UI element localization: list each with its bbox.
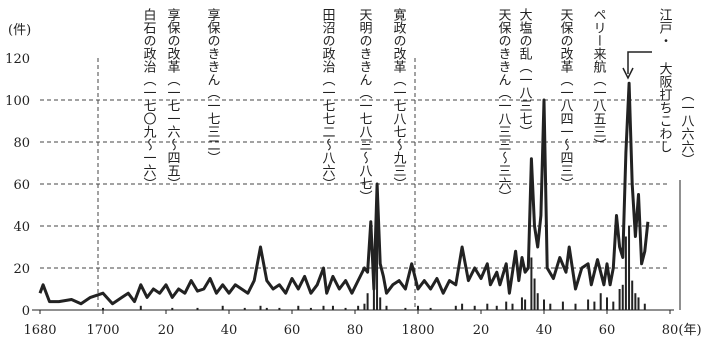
annotation: 大阪打ちこわし <box>657 62 673 153</box>
annotation: 天保の改革（一八四一〜四三） <box>558 8 574 190</box>
bar <box>309 307 312 310</box>
bar <box>606 297 608 310</box>
annotation: 天明のききん（一七八三〜八七） <box>357 8 373 203</box>
bar <box>495 305 498 310</box>
bar <box>461 303 464 310</box>
x-tick-label: 40 <box>536 323 553 338</box>
y-tick-label: 60 <box>13 178 30 193</box>
bar <box>454 305 457 310</box>
y-tick-label: 40 <box>13 220 30 235</box>
bar <box>628 226 631 310</box>
x-tick-label: 80 <box>347 323 364 338</box>
annotation: （一八六六） <box>679 88 695 166</box>
bar <box>520 297 523 310</box>
annotation: 田沼の政治（一七七二〜八六） <box>320 8 336 190</box>
x-unit: (年) <box>678 323 701 338</box>
annotation: 白石の政治（一七〇九〜一六） <box>141 7 157 190</box>
bar <box>429 307 432 310</box>
bar <box>171 307 174 310</box>
bar <box>417 305 419 310</box>
bar <box>587 299 590 310</box>
bar <box>196 307 199 310</box>
arrow-head <box>622 67 634 80</box>
bar <box>530 257 533 310</box>
bar <box>259 305 262 310</box>
bar <box>473 305 476 310</box>
bar <box>543 299 545 310</box>
line <box>38 81 650 306</box>
bar <box>102 307 104 310</box>
annotation: 江戸・ <box>657 8 673 47</box>
bar <box>621 284 624 310</box>
bar <box>536 293 539 310</box>
bar <box>505 301 508 310</box>
annotation: 享保のききん（一七三二） <box>205 7 221 164</box>
bar <box>612 301 615 310</box>
bar <box>624 236 627 310</box>
bar <box>404 307 407 310</box>
x-tick-label: 1700 <box>86 323 119 338</box>
bar <box>385 305 388 310</box>
bar <box>637 297 640 310</box>
bar <box>278 307 281 310</box>
bar <box>331 305 334 310</box>
bar <box>379 297 382 310</box>
y-tick-label: 100 <box>5 94 30 109</box>
bar <box>618 289 621 310</box>
x-tick-label: 40 <box>221 323 238 338</box>
bar <box>265 307 268 310</box>
y-tick-label: 120 <box>5 52 30 67</box>
bar <box>221 305 224 310</box>
bar <box>549 303 552 310</box>
annotation: 寛政の改革（一七八七〜九三） <box>391 7 407 190</box>
annotation: ペリー来航（一八五三） <box>591 8 607 151</box>
y-tick-label: 80 <box>13 136 30 151</box>
x-tick-label: 1680 <box>23 323 56 338</box>
bar <box>643 303 646 310</box>
bar <box>486 303 489 310</box>
x-tick-label: 60 <box>284 323 301 338</box>
bar <box>533 278 536 310</box>
bar <box>511 303 514 310</box>
bar <box>243 307 246 310</box>
annotation: 大塩の乱（一八三七） <box>517 8 533 138</box>
arrow <box>627 51 652 74</box>
bar <box>139 305 142 310</box>
x-tick-label: 20 <box>158 323 175 338</box>
bar <box>574 303 577 310</box>
bar <box>631 280 634 310</box>
bar <box>372 278 375 310</box>
x-tick-label: 80 <box>662 323 679 338</box>
bar <box>561 301 564 310</box>
y-tick-label: 0 <box>22 304 30 319</box>
bar <box>357 305 360 310</box>
bar <box>322 305 325 310</box>
bar <box>344 307 347 310</box>
x-tick-label: 60 <box>599 323 616 338</box>
bar <box>599 293 602 310</box>
bar <box>376 194 379 310</box>
bar <box>366 293 369 310</box>
bar <box>363 303 366 310</box>
y-unit: (件) <box>8 23 31 38</box>
x-tick-label: 1800 <box>401 323 434 338</box>
bar <box>593 301 596 310</box>
x-tick-label: 20 <box>473 323 490 338</box>
y-tick-label: 20 <box>13 262 30 277</box>
bar <box>524 299 527 310</box>
annotation: 享保の改革（一七一六〜四五） <box>165 7 181 190</box>
bar <box>634 293 637 310</box>
annotation: 天保のききん（一八三三〜三六） <box>496 8 512 203</box>
bar <box>297 305 300 310</box>
